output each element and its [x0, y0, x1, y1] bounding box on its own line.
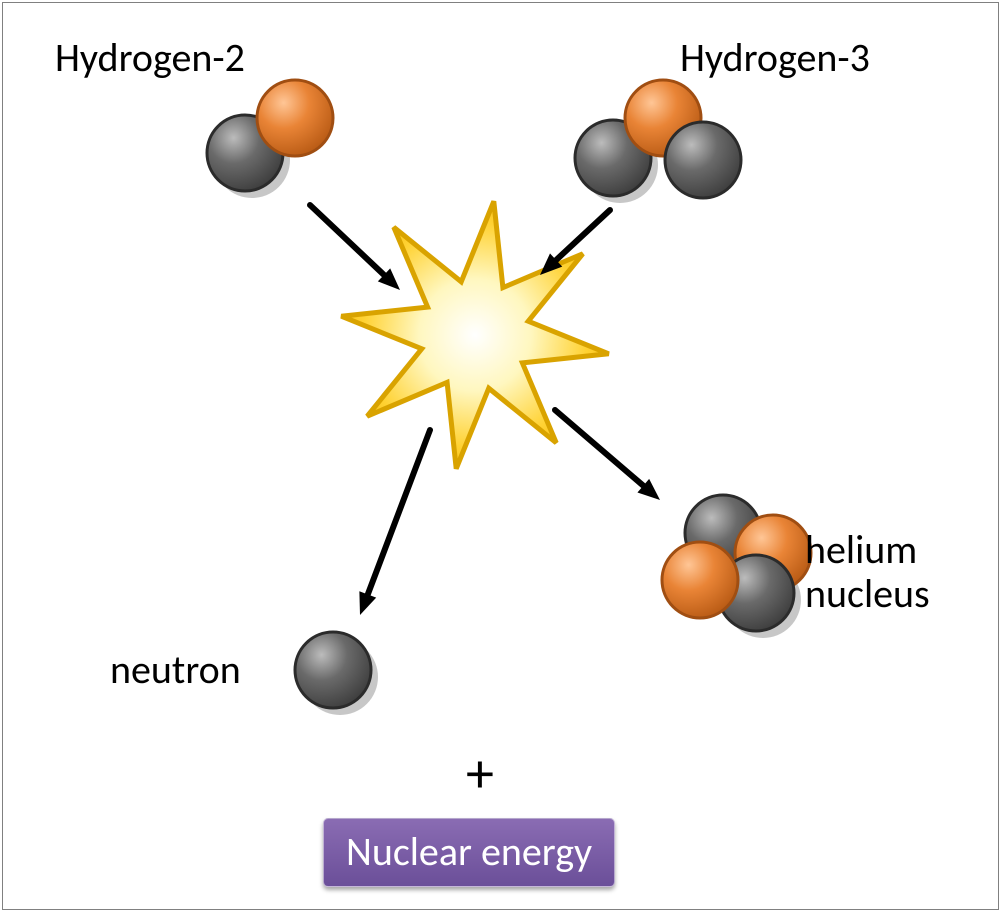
label-hydrogen-2: Hydrogen-2 [55, 36, 245, 80]
free-neutron [295, 632, 378, 715]
label-neutron: neutron [110, 648, 241, 692]
plus-symbol: + [466, 740, 494, 808]
hydrogen-2-nucleus [207, 80, 333, 198]
helium-nucleus [662, 495, 811, 638]
fusion-burst-icon [341, 201, 608, 468]
label-hydrogen-3: Hydrogen-3 [680, 36, 870, 80]
hydrogen-3-nucleus [575, 80, 741, 203]
nuclear-energy-box: Nuclear energy [323, 818, 615, 887]
label-helium: helium nucleus [805, 528, 930, 616]
diagram-svg [0, 0, 1001, 915]
